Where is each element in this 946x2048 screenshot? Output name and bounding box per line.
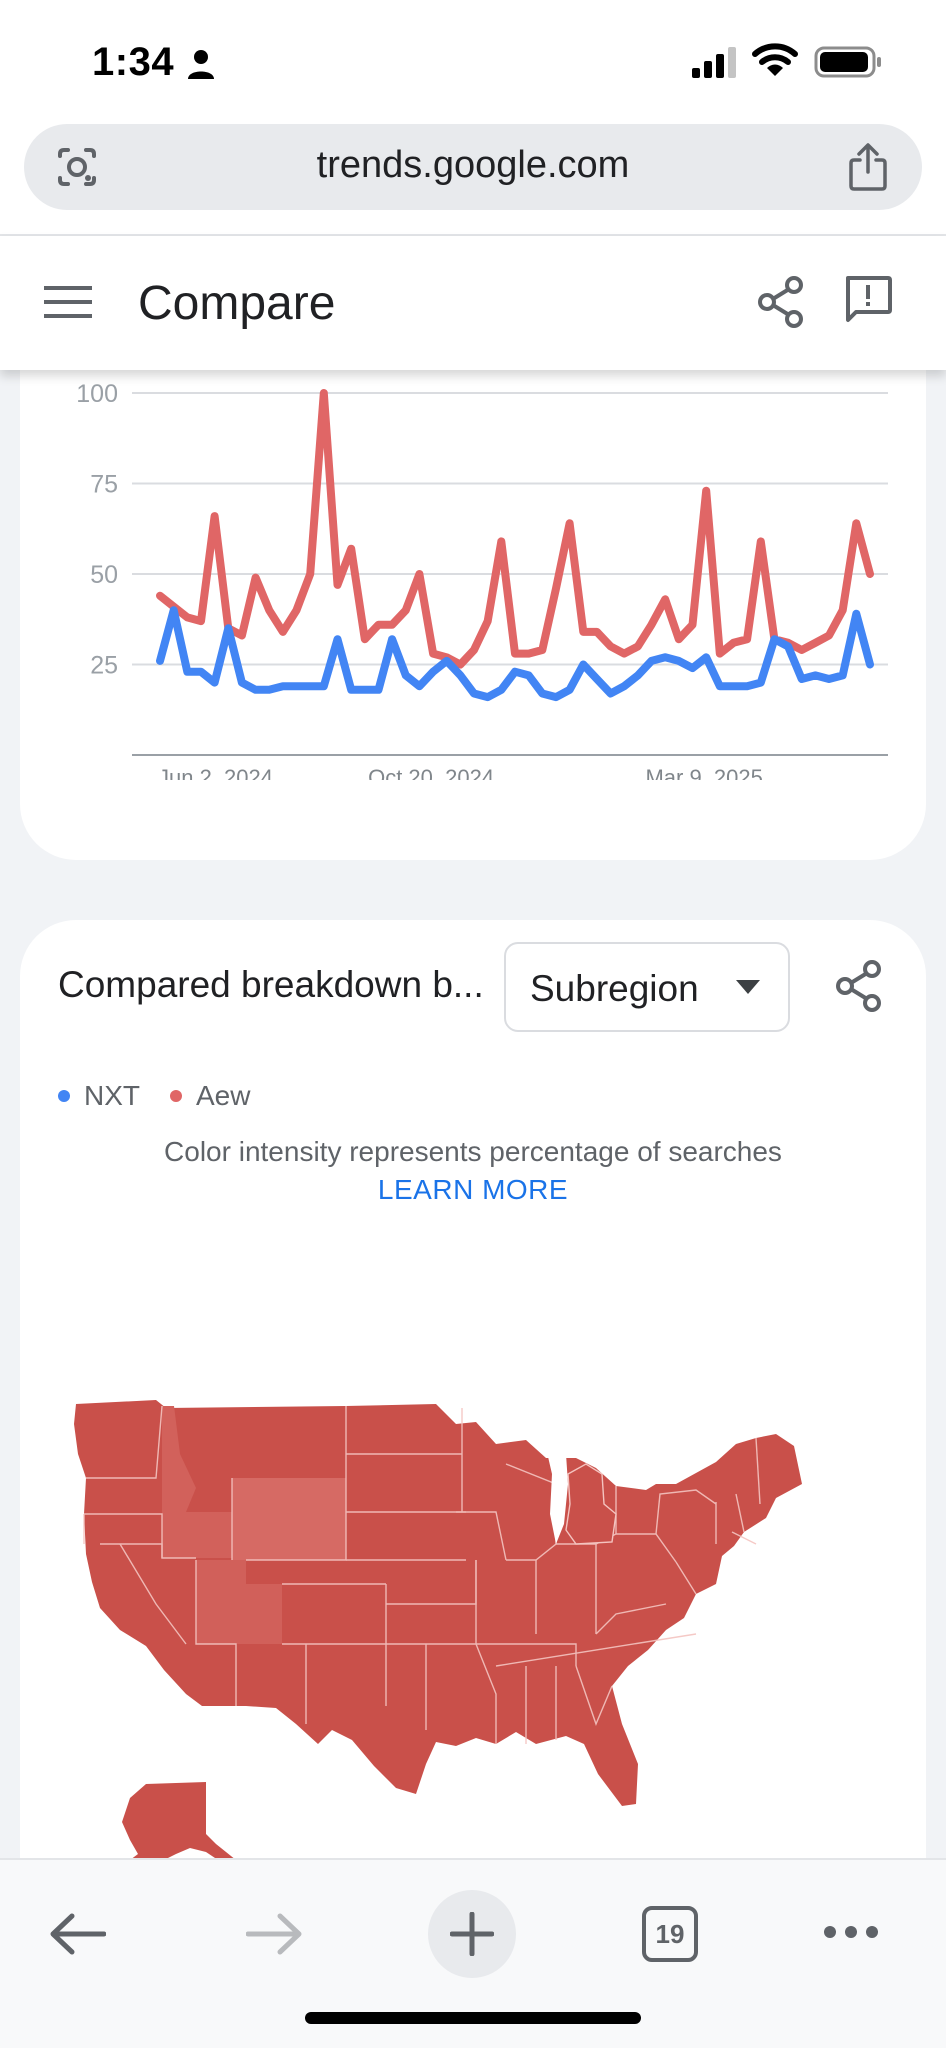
legend-item-nxt[interactable]: NXT — [58, 1080, 140, 1112]
url-text: trends.google.com — [316, 144, 630, 186]
back-arrow-icon[interactable] — [48, 1912, 106, 1956]
us-subregion-map[interactable] — [56, 1394, 876, 1874]
legend-dot-nxt — [58, 1090, 70, 1102]
feedback-icon[interactable] — [842, 274, 894, 326]
plus-icon — [450, 1912, 494, 1956]
tabs-icon[interactable]: 19 — [642, 1906, 698, 1962]
more-icon[interactable] — [822, 1922, 880, 1942]
url-bar[interactable]: trends.google.com — [24, 124, 922, 210]
share-icon[interactable] — [756, 276, 804, 328]
x-tick-label: Jun 2, 2024 — [158, 765, 273, 780]
new-tab-button[interactable] — [428, 1890, 516, 1978]
map-region-wyoming[interactable] — [232, 1478, 346, 1560]
app-header: Compare — [0, 236, 946, 370]
region-level-value: Subregion — [530, 968, 699, 1009]
legend-item-aew[interactable]: Aew — [170, 1080, 250, 1112]
breakdown-title: Compared breakdown b... — [58, 964, 484, 1005]
wifi-icon — [752, 43, 798, 76]
forward-arrow-icon[interactable] — [246, 1912, 304, 1956]
status-time: 1:34 — [92, 40, 175, 84]
series-line-aew[interactable] — [156, 389, 874, 669]
intensity-note: Color intensity represents percentage of… — [164, 1136, 782, 1167]
legend-label: NXT — [84, 1080, 140, 1111]
menu-icon[interactable] — [44, 284, 92, 320]
map-region-michigan[interactable] — [565, 1463, 617, 1545]
share-icon[interactable] — [846, 142, 890, 192]
interest-over-time-chart: 100 75 50 25 Jun 2, 2024 Oct 20, 2024 Mar 9, 2… — [76, 380, 888, 780]
status-bar: 1:34 — [0, 0, 946, 118]
browser-url-area: trends.google.com — [0, 118, 946, 236]
legend-dot-aew — [170, 1090, 182, 1102]
legend: NXT Aew — [58, 1080, 280, 1112]
region-level-select[interactable]: Subregion — [504, 942, 790, 1032]
home-indicator — [305, 2012, 641, 2024]
battery-icon — [814, 46, 881, 78]
interest-over-time-card: 100 75 50 25 Jun 2, 2024 Oct 20, 2024 Mar 9, 2… — [20, 340, 926, 860]
y-tick-label: 25 — [90, 652, 118, 680]
map-lake-michigan — [546, 1446, 568, 1544]
caret-down-icon — [736, 980, 760, 994]
y-tick-label: 75 — [90, 471, 118, 499]
y-tick-label: 50 — [90, 561, 118, 589]
series-line-nxt[interactable] — [156, 606, 874, 702]
x-tick-label: Oct 20, 2024 — [368, 765, 494, 780]
bottom-toolbar: 19 — [0, 1858, 946, 2048]
lens-icon[interactable] — [54, 146, 100, 188]
state-borders — [83, 1405, 761, 1744]
x-tick-label: Mar 9, 2025 — [645, 765, 762, 780]
legend-label: Aew — [196, 1080, 251, 1111]
y-tick-label: 100 — [76, 380, 118, 408]
map-region-utah-fill — [196, 1560, 282, 1644]
learn-more-link[interactable]: LEARN MORE — [377, 1174, 569, 1205]
share-icon[interactable] — [834, 960, 882, 1012]
map-region-idaho[interactable] — [162, 1406, 232, 1558]
signal-icon — [692, 47, 736, 78]
page-title: Compare — [138, 277, 336, 330]
map-region-alaska[interactable] — [122, 1782, 236, 1870]
person-icon — [188, 50, 214, 79]
